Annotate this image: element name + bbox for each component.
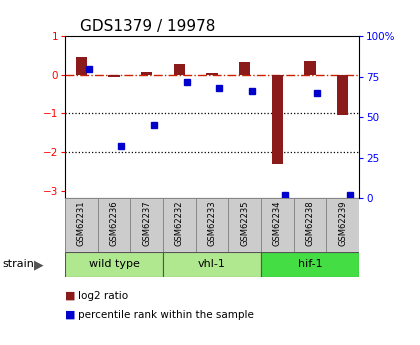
Text: GSM62233: GSM62233 — [207, 200, 217, 246]
Text: GSM62239: GSM62239 — [338, 200, 347, 246]
Text: GSM62237: GSM62237 — [142, 200, 151, 246]
Bar — [131, 198, 163, 252]
Bar — [272, 75, 283, 164]
Bar — [163, 198, 196, 252]
Bar — [239, 62, 250, 75]
Bar — [141, 72, 152, 75]
Text: GSM62234: GSM62234 — [273, 200, 282, 246]
Bar — [228, 198, 261, 252]
Bar — [326, 198, 359, 252]
Text: GDS1379 / 19978: GDS1379 / 19978 — [80, 19, 215, 34]
Text: hif-1: hif-1 — [298, 259, 323, 269]
Bar — [196, 198, 228, 252]
Text: GSM62232: GSM62232 — [175, 200, 184, 246]
Bar — [163, 252, 261, 277]
Bar — [108, 75, 120, 77]
Text: vhl-1: vhl-1 — [198, 259, 226, 269]
Text: GSM62231: GSM62231 — [77, 200, 86, 246]
Bar — [294, 198, 326, 252]
Text: GSM62238: GSM62238 — [306, 200, 315, 246]
Text: percentile rank within the sample: percentile rank within the sample — [78, 310, 254, 320]
Text: wild type: wild type — [89, 259, 139, 269]
Text: GSM62236: GSM62236 — [110, 200, 118, 246]
Bar — [261, 198, 294, 252]
Bar — [304, 61, 316, 75]
Bar — [174, 65, 185, 75]
Text: ▶: ▶ — [34, 258, 44, 271]
Bar — [261, 252, 359, 277]
Bar — [76, 58, 87, 75]
Text: strain: strain — [2, 259, 34, 269]
Bar — [206, 73, 218, 75]
Bar — [337, 75, 349, 115]
Bar — [65, 252, 163, 277]
Text: GSM62235: GSM62235 — [240, 200, 249, 246]
Text: log2 ratio: log2 ratio — [78, 291, 128, 301]
Bar — [65, 198, 98, 252]
Text: ■: ■ — [65, 310, 76, 320]
Bar — [98, 198, 131, 252]
Text: ■: ■ — [65, 291, 76, 301]
